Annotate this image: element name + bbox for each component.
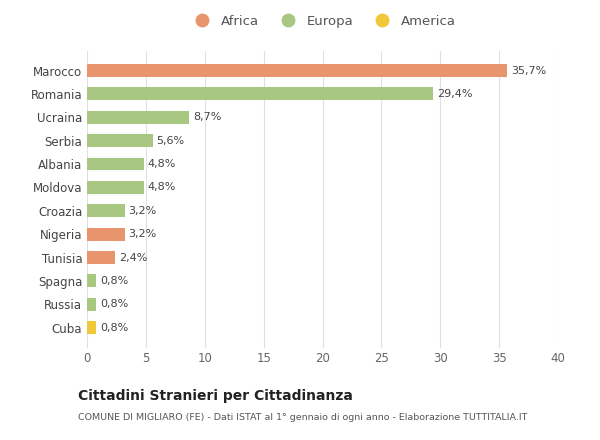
Text: COMUNE DI MIGLIARO (FE) - Dati ISTAT al 1° gennaio di ogni anno - Elaborazione T: COMUNE DI MIGLIARO (FE) - Dati ISTAT al …: [78, 413, 527, 422]
Bar: [87, 88, 433, 100]
Bar: [87, 158, 143, 170]
Bar: [87, 181, 143, 194]
Bar: [87, 251, 115, 264]
Text: 3,2%: 3,2%: [128, 229, 157, 239]
Bar: [87, 134, 153, 147]
Text: 8,7%: 8,7%: [193, 112, 221, 122]
Bar: [87, 228, 125, 241]
Bar: [87, 64, 508, 77]
Text: Cittadini Stranieri per Cittadinanza: Cittadini Stranieri per Cittadinanza: [78, 389, 353, 403]
Text: 0,8%: 0,8%: [100, 323, 128, 333]
Text: 0,8%: 0,8%: [100, 299, 128, 309]
Bar: [87, 204, 125, 217]
Bar: [87, 275, 97, 287]
Text: 5,6%: 5,6%: [157, 136, 185, 146]
Text: 0,8%: 0,8%: [100, 276, 128, 286]
Bar: [87, 321, 97, 334]
Text: 29,4%: 29,4%: [437, 89, 472, 99]
Bar: [87, 298, 97, 311]
Text: 4,8%: 4,8%: [147, 183, 175, 192]
Legend: Africa, Europa, America: Africa, Europa, America: [184, 10, 461, 33]
Text: 3,2%: 3,2%: [128, 206, 157, 216]
Bar: [87, 111, 190, 124]
Text: 4,8%: 4,8%: [147, 159, 175, 169]
Text: 2,4%: 2,4%: [119, 253, 147, 263]
Text: 35,7%: 35,7%: [511, 66, 546, 76]
